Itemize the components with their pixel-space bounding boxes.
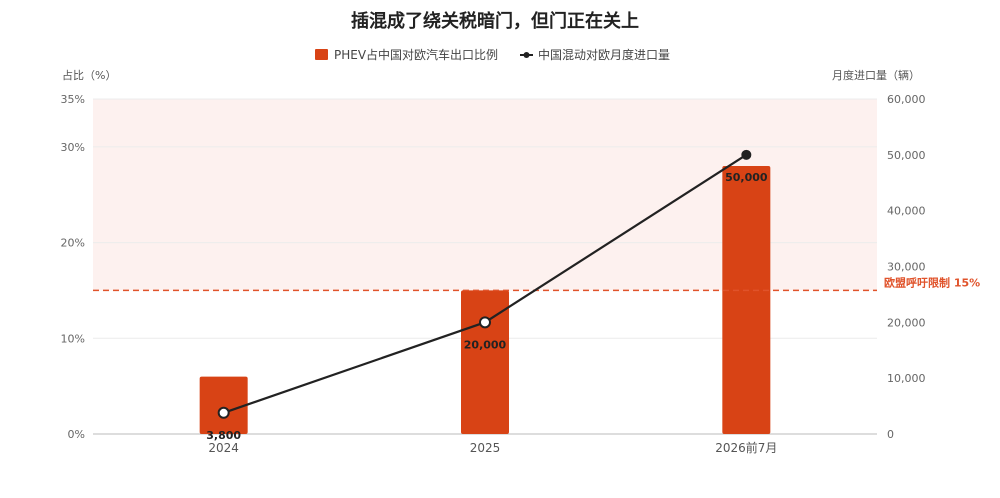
y-axis-left-label: 占比（%） [62, 68, 116, 82]
y-tick-left-label: 20% [61, 237, 85, 250]
x-tick-label: 2025 [470, 441, 501, 455]
plot-area: 0% 10% 20% 30% 35% 0 10,000 20,000 30,000 40,000 5… [61, 93, 981, 455]
y-tick-right-label: 60,000 [887, 93, 926, 106]
y-tick-right-label: 10,000 [887, 372, 926, 385]
y-tick-right-label: 20,000 [887, 316, 926, 329]
y-tick-right-label: 30,000 [887, 261, 926, 274]
data-label: 3,800 [206, 429, 241, 442]
bar [722, 166, 771, 434]
line-point [217, 406, 230, 419]
data-label: 20,000 [464, 338, 507, 351]
legend-line-marker [523, 52, 530, 58]
legend-bar-swatch [315, 49, 328, 60]
y-tick-right-label: 50,000 [887, 149, 926, 162]
x-tick-label: 2026前7月 [715, 440, 777, 455]
legend-bar-label: PHEV占中国对欧汽车出口比例 [334, 47, 498, 62]
reference-line-label: 欧盟呼吁限制 15% [884, 275, 980, 289]
y-tick-left-label: 10% [61, 332, 85, 345]
y-tick-left-label: 30% [61, 141, 85, 154]
y-tick-right-label: 0 [887, 428, 894, 441]
legend-line-label: 中国混动对欧月度进口量 [538, 47, 670, 62]
bar [199, 376, 248, 434]
data-label: 50,000 [725, 171, 768, 184]
line-point [479, 316, 491, 329]
y-axis-right-label: 月度进口量（辆） [832, 68, 920, 82]
x-tick-label: 2024 [208, 441, 239, 455]
legend: PHEV占中国对欧汽车出口比例 中国混动对欧月度进口量 [315, 47, 670, 62]
chart-title: 插混成了绕关税暗门，但门正在关上 [351, 10, 639, 32]
line-point [741, 149, 752, 160]
y-tick-left-label: 35% [61, 93, 85, 106]
y-tick-right-label: 40,000 [887, 205, 926, 218]
y-tick-left-label: 0% [68, 428, 85, 441]
